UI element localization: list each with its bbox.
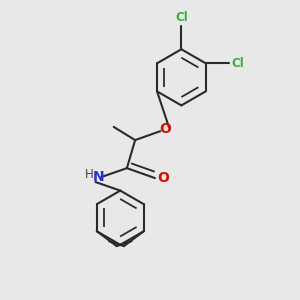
Text: N: N xyxy=(92,170,104,184)
Text: H: H xyxy=(85,168,93,181)
Text: O: O xyxy=(158,171,169,185)
Text: O: O xyxy=(159,122,171,136)
Text: Cl: Cl xyxy=(175,11,188,23)
Text: Cl: Cl xyxy=(231,57,244,70)
